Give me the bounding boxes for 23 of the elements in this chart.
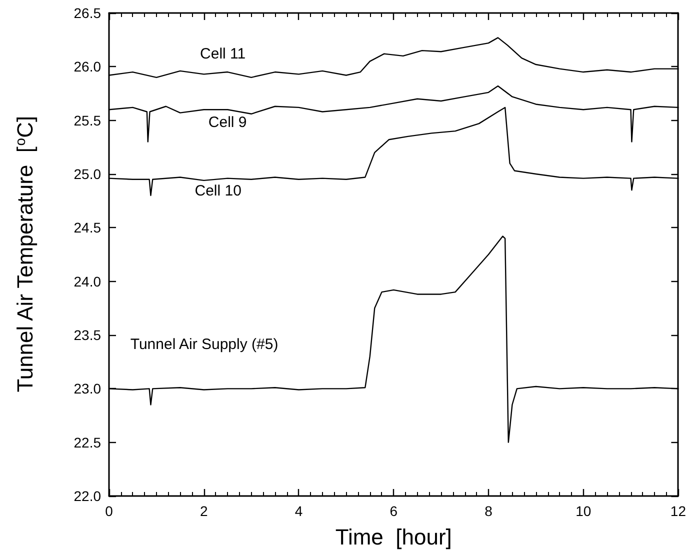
y-tick-label: 26.0 <box>74 58 102 75</box>
x-tick-label: 0 <box>105 503 114 519</box>
y-tick-label: 24.5 <box>74 220 102 236</box>
x-axis-title: Time [hour] <box>335 524 452 550</box>
y-tick-label: 25.0 <box>74 166 102 182</box>
y-tick-label: 22.5 <box>74 434 102 450</box>
x-tick-label: 4 <box>294 503 303 519</box>
y-tick-label: 24.0 <box>74 273 102 290</box>
y-axis-title: Tunnel Air Temperature [oC] <box>12 116 38 392</box>
series-label: Cell 10 <box>194 182 242 200</box>
x-tick-label: 12 <box>670 503 686 519</box>
y-tick-label: 25.5 <box>74 112 102 128</box>
y-tick-label: 26.5 <box>74 5 102 21</box>
y-tick-label: 22.0 <box>74 488 102 504</box>
y-tick-label: 23.0 <box>74 380 102 397</box>
y-tick-label: 23.5 <box>74 327 102 343</box>
x-tick-label: 2 <box>200 503 208 519</box>
series-label: Cell 11 <box>200 45 246 62</box>
x-tick-label: 10 <box>576 503 592 519</box>
x-tick-label: 6 <box>390 503 398 519</box>
text: Tunnel Air Supply (#5) <box>130 336 278 354</box>
x-tick-label: 8 <box>484 503 493 519</box>
series-label: Cell 9 <box>208 114 247 131</box>
